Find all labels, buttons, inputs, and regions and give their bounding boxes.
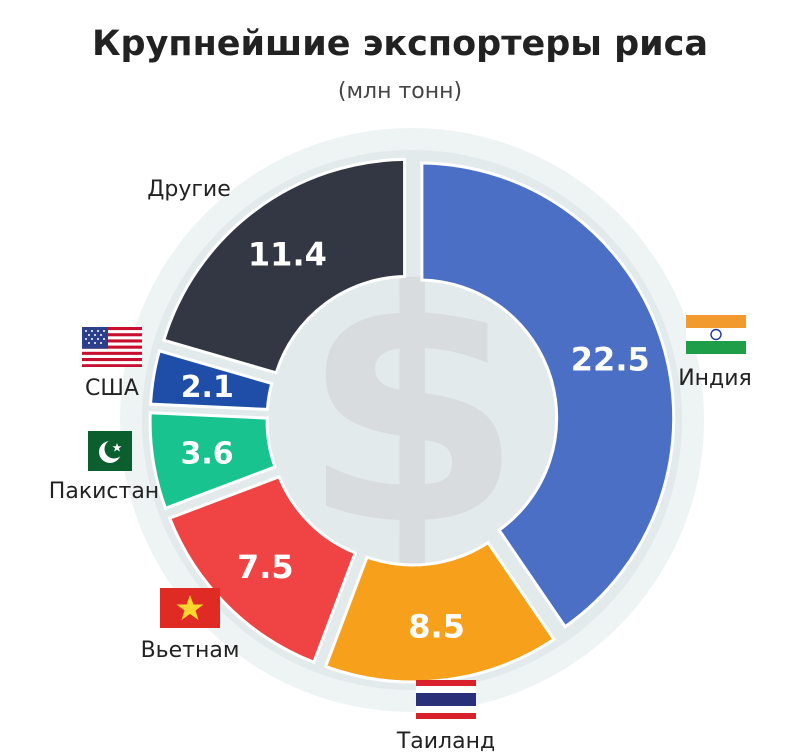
country-label-2: Вьетнам <box>141 638 240 663</box>
value-label-2: 7.5 <box>237 548 294 586</box>
country-label-0: Индия <box>678 366 752 391</box>
vietnam-flag-icon <box>160 588 220 628</box>
pakistan-flag-icon <box>74 431 132 471</box>
value-label-5: 11.4 <box>248 236 327 274</box>
country-label-1: Таиланд <box>396 729 495 754</box>
value-labels-group: 22.5 8.5 7.5 3.6 2.1 11.4 <box>181 236 650 646</box>
donut-slice-3 <box>148 411 277 511</box>
value-label-0: 22.5 <box>571 340 650 378</box>
usa-flag-icon <box>82 327 142 367</box>
donut-slice-5 <box>161 157 407 375</box>
chart-subtitle: (млн тонн) <box>338 79 462 104</box>
donut-slice-4 <box>148 348 274 411</box>
india-flag-icon <box>686 315 746 354</box>
slices-group <box>148 157 676 684</box>
donut-slice-0 <box>420 161 676 629</box>
country-labels-group: Индия Таиланд Вьетнам Пакистан США Другие <box>49 177 752 754</box>
thailand-flag-icon <box>416 680 476 719</box>
country-label-5: Другие <box>147 177 231 202</box>
value-label-4: 2.1 <box>181 370 234 405</box>
value-label-3: 3.6 <box>181 436 234 471</box>
country-label-4: США <box>85 376 139 401</box>
value-label-1: 8.5 <box>408 608 465 646</box>
chart-title: Крупнейшие экспортеры риса <box>92 24 708 64</box>
donut-slice-2 <box>167 474 358 665</box>
donut-slice-1 <box>323 540 557 684</box>
country-label-3: Пакистан <box>49 479 159 504</box>
